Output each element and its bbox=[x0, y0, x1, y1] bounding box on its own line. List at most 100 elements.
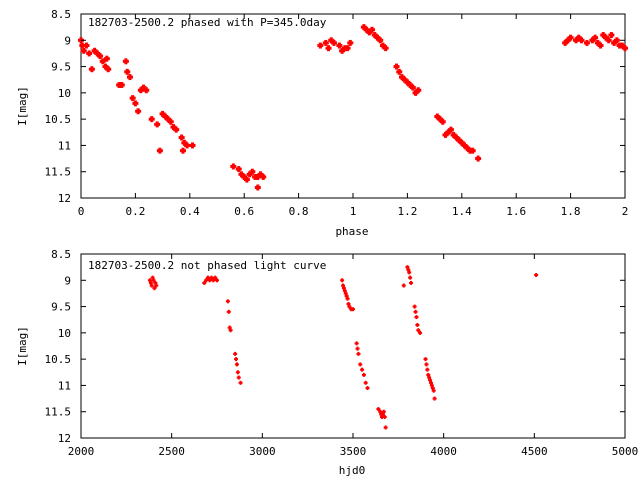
phased-data-point bbox=[243, 176, 250, 183]
phased-x-tick-label: 1.2 bbox=[397, 205, 417, 218]
unphased-data-point bbox=[365, 386, 370, 391]
unphased-data-point bbox=[358, 362, 363, 367]
unphased-data-point bbox=[382, 414, 387, 419]
phased-data-point bbox=[396, 68, 403, 75]
phased-data-point bbox=[135, 108, 142, 115]
phased-data-point bbox=[469, 147, 476, 154]
phased-data-point bbox=[415, 87, 422, 94]
unphased-data-point bbox=[354, 341, 359, 346]
unphased-x-axis-label: hjd0 bbox=[339, 464, 366, 477]
phased-light-curve-panel: 0 0.2 0.4 0.6 0.8 1 1.2 1.4 1.6 1.8 2 8.5 9 9.5 10 10.… bbox=[16, 8, 628, 238]
phased-x-axis-label: phase bbox=[335, 225, 368, 238]
phased-data-point bbox=[605, 37, 612, 44]
unphased-data-point bbox=[152, 286, 157, 291]
phased-data-point bbox=[592, 34, 599, 41]
unphased-data-point bbox=[423, 357, 428, 362]
unphased-data-point bbox=[355, 346, 360, 351]
phased-data-point bbox=[88, 66, 95, 73]
unphased-x-tick-label: 2000 bbox=[68, 445, 95, 458]
phased-data-point bbox=[475, 155, 482, 162]
phased-x-tick-label: 0.8 bbox=[289, 205, 309, 218]
unphased-chart-title: 182703-2500.2 not phased light curve bbox=[88, 259, 326, 272]
phased-y-tick-label: 8.5 bbox=[51, 8, 71, 21]
phased-data-point bbox=[249, 168, 256, 175]
phased-data-point bbox=[382, 45, 389, 52]
phased-chart-title: 182703-2500.2 phased with P=345.0day bbox=[88, 16, 327, 29]
phased-data-point bbox=[447, 126, 454, 133]
phased-data-point bbox=[118, 81, 125, 88]
phased-data-point bbox=[578, 37, 585, 44]
unphased-data-point bbox=[151, 278, 156, 283]
phased-data-point bbox=[330, 39, 337, 46]
unphased-data-point bbox=[413, 309, 418, 314]
phased-data-point bbox=[105, 66, 112, 73]
phased-data-point bbox=[583, 39, 590, 46]
phased-x-tick-label: 0.6 bbox=[234, 205, 254, 218]
unphased-data-points bbox=[147, 265, 539, 430]
unphased-data-point bbox=[213, 275, 218, 280]
phased-data-point bbox=[189, 142, 196, 149]
unphased-data-point bbox=[207, 278, 212, 283]
unphased-data-point bbox=[415, 322, 420, 327]
unphased-y-tick-label: 9 bbox=[64, 274, 71, 287]
unphased-data-point bbox=[432, 396, 437, 401]
unphased-data-point bbox=[425, 367, 430, 372]
phased-data-point bbox=[439, 118, 446, 125]
phased-data-point bbox=[322, 39, 329, 46]
phased-data-point bbox=[317, 42, 324, 49]
phased-x-tick-label: 1.8 bbox=[561, 205, 581, 218]
unphased-data-point bbox=[154, 283, 159, 288]
unphased-data-point bbox=[149, 283, 154, 288]
unphased-y-axis-label: I[mag] bbox=[16, 326, 29, 366]
phased-data-point bbox=[173, 126, 180, 133]
phased-data-point bbox=[336, 42, 343, 49]
phased-x-tick-label: 0 bbox=[78, 205, 85, 218]
unphased-data-point bbox=[408, 275, 413, 280]
phased-data-point bbox=[103, 55, 110, 62]
unphased-data-point bbox=[360, 367, 365, 372]
unphased-data-point bbox=[418, 330, 423, 335]
phased-data-point bbox=[567, 34, 574, 41]
phased-data-points bbox=[78, 24, 628, 191]
unphased-data-point bbox=[215, 278, 219, 283]
phased-data-point bbox=[148, 116, 155, 123]
unphased-y-tick-label: 8.5 bbox=[51, 248, 71, 261]
phased-data-point bbox=[86, 50, 93, 57]
unphased-data-point bbox=[376, 407, 381, 412]
phased-data-point bbox=[347, 39, 354, 46]
phased-data-point bbox=[156, 147, 163, 154]
phased-x-tick-label: 0.4 bbox=[180, 205, 200, 218]
phased-data-point bbox=[409, 84, 416, 91]
unphased-data-point bbox=[383, 425, 388, 430]
unphased-x-axis-ticks: 2000 2500 3000 3500 4000 4500 5000 bbox=[68, 254, 638, 458]
phased-x-tick-label: 1.4 bbox=[452, 205, 472, 218]
phased-data-point bbox=[597, 42, 604, 49]
phased-data-point bbox=[230, 163, 237, 170]
phased-data-point bbox=[83, 42, 90, 49]
unphased-data-point bbox=[534, 273, 539, 278]
unphased-light-curve-panel: 2000 2500 3000 3500 4000 4500 5000 8.5 9 9.5 10 10… bbox=[16, 248, 638, 477]
phased-x-tick-label: 0.2 bbox=[125, 205, 145, 218]
unphased-data-point bbox=[407, 270, 412, 275]
phased-y-tick-label: 12 bbox=[58, 192, 71, 205]
phased-data-point bbox=[143, 87, 150, 94]
phased-data-point bbox=[622, 45, 628, 52]
phased-data-point bbox=[167, 118, 174, 125]
phased-data-point bbox=[613, 37, 620, 44]
phased-y-tick-label: 9 bbox=[64, 34, 71, 47]
phased-data-point bbox=[254, 184, 261, 191]
phased-x-tick-label: 1.6 bbox=[506, 205, 526, 218]
phased-y-axis-ticks: 8.5 9 9.5 10 10.5 11 11.5 12 bbox=[45, 8, 625, 205]
phased-y-tick-label: 11.5 bbox=[45, 166, 72, 179]
phased-data-point bbox=[178, 134, 185, 141]
phased-x-tick-label: 1 bbox=[350, 205, 357, 218]
phased-x-tick-label: 2 bbox=[622, 205, 629, 218]
phased-data-point bbox=[154, 121, 161, 128]
unphased-x-tick-label: 3000 bbox=[249, 445, 276, 458]
unphased-y-tick-label: 10 bbox=[58, 327, 71, 340]
phased-data-point bbox=[99, 58, 106, 65]
unphased-y-tick-label: 11.5 bbox=[45, 406, 72, 419]
unphased-data-point bbox=[345, 296, 350, 301]
phased-data-point bbox=[132, 100, 139, 107]
